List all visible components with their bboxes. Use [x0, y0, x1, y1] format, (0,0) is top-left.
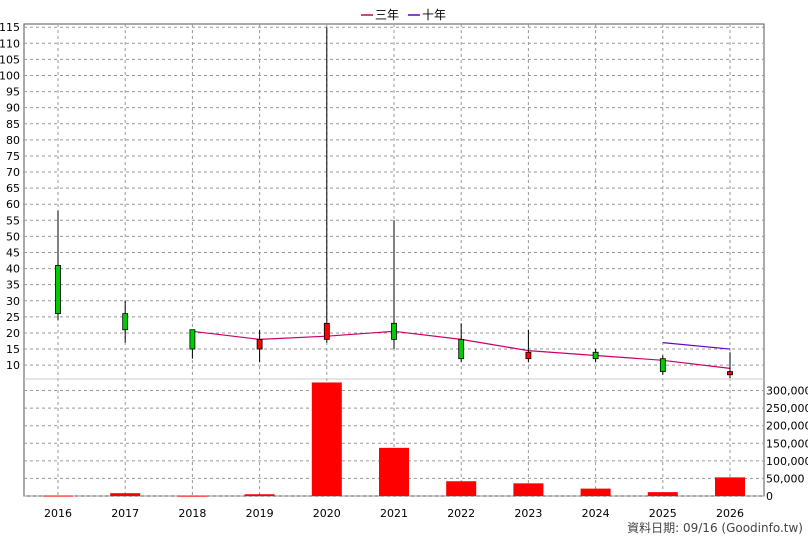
- x-tick-label: 2024: [582, 507, 610, 520]
- candle-body: [659, 358, 666, 372]
- price-tick-label: 55: [6, 214, 20, 227]
- price-tick-label: 20: [6, 327, 20, 340]
- candle-body: [122, 313, 129, 331]
- price-tick-label: 95: [6, 86, 20, 99]
- price-tick-label: 110: [0, 37, 20, 50]
- candle-body: [256, 338, 263, 350]
- price-tick-label: 25: [6, 311, 20, 324]
- x-tick-label: 2016: [44, 507, 72, 520]
- x-tick-label: 2025: [649, 507, 677, 520]
- volume-bar: [647, 492, 678, 496]
- legend-label: 三年: [375, 8, 399, 22]
- legend: 三年 十年: [361, 8, 446, 22]
- price-tick-label: 80: [6, 134, 20, 147]
- price-tick-label: 15: [6, 343, 20, 356]
- price-tick-label: 105: [0, 53, 20, 66]
- volume-bars: [43, 382, 745, 497]
- x-tick-label: 2020: [313, 507, 341, 520]
- x-tick-label: 2021: [380, 507, 408, 520]
- volume-tick-label: 150,000: [766, 437, 808, 450]
- data-date-footer: 資料日期: 09/16 (Goodinfo.tw): [627, 521, 803, 535]
- price-axis-ticks: 10 15 20 25 30 35 40 45 50 55 60 65 70 75 80 85 90 95 100 1…: [0, 21, 20, 372]
- legend-label: 十年: [422, 8, 446, 22]
- price-tick-label: 45: [6, 246, 20, 259]
- price-tick-label: 90: [6, 102, 20, 115]
- volume-tick-label: 250,000: [766, 402, 808, 415]
- x-axis-ticks: 2016 2017 2018 2019 2020 2021 2022 2023 2024 2025…: [44, 507, 744, 520]
- candle-body: [189, 329, 196, 350]
- candle-body: [55, 264, 61, 315]
- x-tick-label: 2022: [447, 507, 475, 520]
- volume-axis-ticks: 0 50,000 100,000 150,000 200,000 250,000 300,0…: [766, 385, 808, 503]
- x-tick-label: 2019: [246, 507, 274, 520]
- volume-tick-label: 0: [766, 490, 773, 503]
- price-tick-label: 40: [6, 263, 20, 276]
- price-tick-label: 50: [6, 230, 20, 243]
- volume-tick-label: 100,000: [766, 455, 808, 468]
- candle-body: [525, 351, 532, 360]
- price-tick-label: 60: [6, 198, 20, 211]
- candle-body: [458, 338, 465, 360]
- candle-body: [727, 371, 733, 376]
- candle-body: [391, 322, 397, 340]
- candles: [55, 27, 733, 378]
- volume-tick-label: 300,000: [766, 385, 808, 398]
- volume-bar: [43, 495, 73, 497]
- price-tick-label: 10: [6, 359, 20, 372]
- x-tick-label: 2017: [111, 507, 139, 520]
- price-tick-label: 30: [6, 295, 20, 308]
- volume-bar: [177, 495, 208, 497]
- price-tick-label: 115: [0, 21, 20, 34]
- volume-bar: [379, 447, 409, 496]
- volume-tick-label: 50,000: [766, 472, 805, 485]
- volume-bar: [446, 481, 477, 496]
- price-tick-label: 75: [6, 150, 20, 163]
- price-tick-label: 70: [6, 166, 20, 179]
- price-tick-label: 85: [6, 118, 20, 131]
- volume-bar: [244, 494, 275, 496]
- volume-bar: [513, 483, 544, 496]
- price-tick-label: 35: [6, 279, 20, 292]
- candle-body: [592, 351, 599, 360]
- x-tick-label: 2026: [716, 507, 744, 520]
- candle-body: [323, 322, 330, 340]
- grid-lines: [24, 24, 764, 497]
- volume-bar: [110, 493, 141, 496]
- price-tick-label: 100: [0, 69, 20, 82]
- x-tick-label: 2023: [514, 507, 542, 520]
- volume-bar: [311, 382, 342, 496]
- x-tick-label: 2018: [178, 507, 206, 520]
- average-line: [662, 342, 731, 350]
- volume-bar: [715, 477, 745, 496]
- volume-bar: [580, 488, 611, 496]
- price-tick-label: 65: [6, 182, 20, 195]
- volume-tick-label: 200,000: [766, 420, 808, 433]
